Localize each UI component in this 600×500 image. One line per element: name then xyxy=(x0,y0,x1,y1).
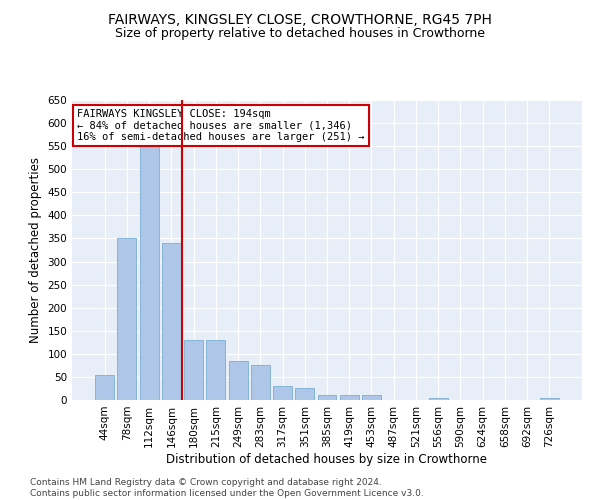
Bar xyxy=(340,396,359,400)
Text: Size of property relative to detached houses in Crowthorne: Size of property relative to detached ho… xyxy=(115,28,485,40)
Bar xyxy=(162,243,181,400)
Text: FAIRWAYS KINGSLEY CLOSE: 194sqm
← 84% of detached houses are smaller (1,346)
16%: FAIRWAYS KINGSLEY CLOSE: 194sqm ← 84% of… xyxy=(77,109,365,142)
Bar xyxy=(229,361,248,400)
Bar xyxy=(429,398,448,400)
Bar xyxy=(362,396,381,400)
Bar xyxy=(317,396,337,400)
Bar xyxy=(140,128,158,400)
Bar xyxy=(251,366,270,400)
Bar xyxy=(184,340,203,400)
Bar xyxy=(206,340,225,400)
Bar xyxy=(540,398,559,400)
Bar xyxy=(273,386,292,400)
Text: FAIRWAYS, KINGSLEY CLOSE, CROWTHORNE, RG45 7PH: FAIRWAYS, KINGSLEY CLOSE, CROWTHORNE, RG… xyxy=(108,12,492,26)
Bar xyxy=(295,388,314,400)
Text: Contains HM Land Registry data © Crown copyright and database right 2024.
Contai: Contains HM Land Registry data © Crown c… xyxy=(30,478,424,498)
Bar xyxy=(118,238,136,400)
Bar xyxy=(95,374,114,400)
Y-axis label: Number of detached properties: Number of detached properties xyxy=(29,157,42,343)
X-axis label: Distribution of detached houses by size in Crowthorne: Distribution of detached houses by size … xyxy=(167,452,487,466)
